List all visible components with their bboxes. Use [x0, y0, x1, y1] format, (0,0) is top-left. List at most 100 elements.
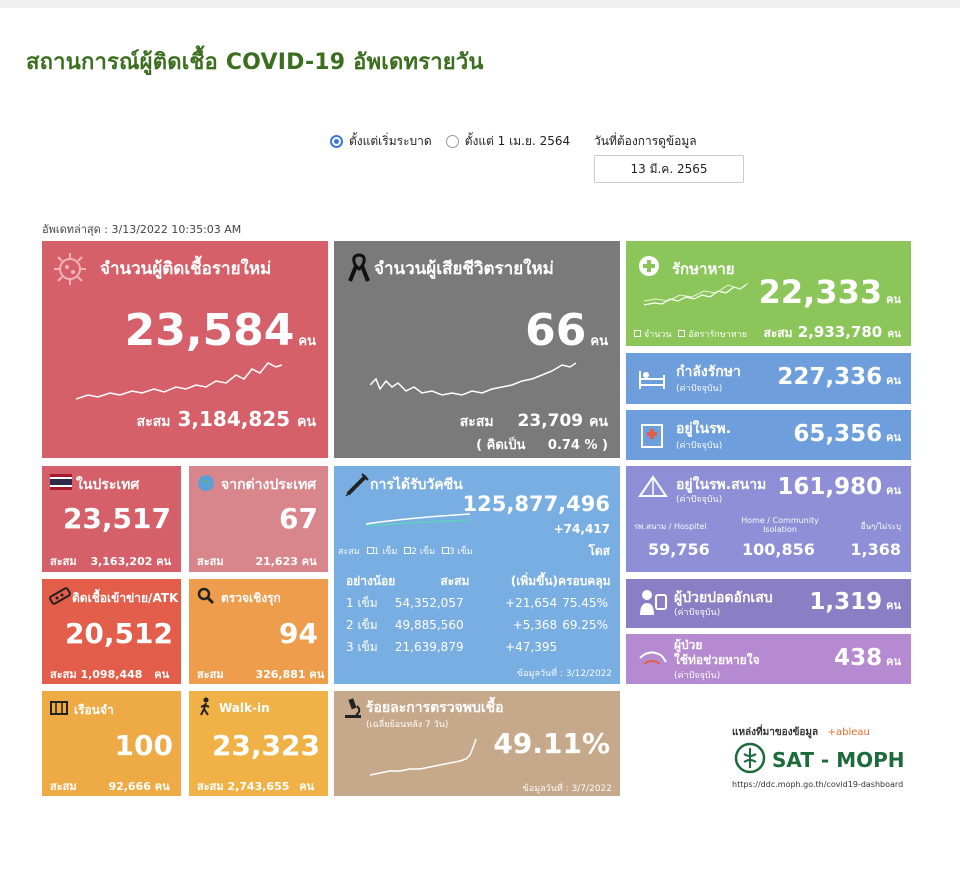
atk-tile: ติดเชื้อเข้าข่าย/ATK 20,512 สะสม 1,098,4…: [42, 579, 181, 684]
field-col-value: 1,368: [850, 540, 901, 559]
deaths-cum-value: 23,709: [517, 411, 584, 431]
legend-dose3: 3 เข็ม: [448, 547, 473, 557]
proactive-cum-label: สะสม: [197, 668, 224, 681]
vaccine-tile: การได้รับวัคซีน 125,877,496 +74,417 สะสม…: [334, 466, 620, 684]
vaccine-table: อย่างน้อย สะสม (เพิ่มขึ้น) ครอบคลุม 1 เข…: [346, 570, 611, 658]
table-row: 2 เข็ม 49,885,560 +5,368 69.25%: [346, 614, 608, 636]
vaccine-cum: 54,352,057: [394, 596, 464, 610]
field-hospital-value-wrap: 161,980 คน: [777, 474, 901, 500]
new-cases-cum-label: สะสม: [136, 414, 171, 430]
vaccine-label: การได้รับวัคซีน: [370, 477, 463, 493]
treating-value: 227,336: [777, 364, 883, 390]
ventilator-unit: คน: [886, 655, 901, 668]
legend-box-icon: [366, 547, 374, 554]
field-hospital-tile: อยู่ในรพ.สนาม (ค่าปัจจุบัน) 161,980 คน รพ…: [626, 466, 911, 572]
prison-cum-value: 92,666: [108, 780, 151, 793]
walkin-cum-unit: คน: [299, 780, 315, 793]
new-cases-cum-value: 3,184,825: [177, 407, 291, 431]
walkin-value: 23,323: [211, 729, 320, 762]
prison-tile: เรือนจำ 100 สะสม 92,666 คน: [42, 691, 181, 796]
period-filter: ตั้งแต่เริ่มระบาด ตั้งแต่ 1 เม.ย. 2564: [330, 132, 570, 151]
vaccine-total: 125,877,496: [462, 492, 610, 516]
deaths-rate-label: ( คิดเป็น: [476, 438, 526, 453]
vaccine-cum: 21,639,879: [394, 640, 464, 654]
new-cases-sparkline: [76, 362, 283, 400]
ventilator-tile: ผู้ป่วย ใช้ท่อช่วยหายใจ (ค่าปัจจุบัน) 43…: [626, 634, 911, 684]
atk-label: ติดเชื้อเข้าข่าย/ATK: [72, 591, 179, 605]
vaccine-inc: +5,368: [512, 618, 558, 632]
new-cases-cum-unit: คน: [297, 414, 316, 430]
walkin-cum: สะสม 2,743,655 คน: [197, 777, 314, 795]
proactive-value: 94: [279, 617, 318, 650]
vaccine-dose-unit: โดส: [588, 544, 610, 558]
walkin-label: Walk-in: [219, 701, 270, 715]
hospital-tile: อยู่ในรพ. (ค่าปัจจุบัน) 65,356 คน: [626, 410, 911, 460]
hospital-label: อยู่ในรพ.: [676, 421, 732, 437]
deaths-cum: สะสม 23,709 คน: [460, 411, 608, 433]
globe-plane-icon: [198, 475, 214, 491]
prison-label: เรือนจำ: [74, 703, 114, 717]
atk-value: 20,512: [64, 617, 173, 650]
treating-unit: คน: [886, 374, 901, 387]
vaccine-cover: 75.45%: [562, 596, 608, 610]
radio-since-apr-2564[interactable]: ตั้งแต่ 1 เม.ย. 2564: [445, 132, 571, 151]
legend-count: จำนวน: [643, 330, 672, 340]
positivity-sparkline: [370, 738, 477, 776]
recovered-cum-unit: คน: [887, 329, 901, 340]
new-cases-value: 23,584: [124, 305, 295, 356]
legend-box-icon: [404, 547, 412, 554]
recovered-unit: คน: [886, 293, 901, 306]
atk-cum: สะสม 1,098,448 คน: [50, 665, 169, 683]
thai-flag-icon: [50, 474, 72, 490]
table-row: 1 เข็ม 54,352,057 +21,654 75.45%: [346, 592, 608, 614]
vaccine-table-header: อย่างน้อย สะสม (เพิ่มขึ้น) ครอบคลุม: [346, 570, 611, 592]
recovered-cum-label: สะสม: [763, 326, 793, 340]
field-hospital-value: 161,980: [777, 474, 883, 500]
treating-sub: (ค่าปัจจุบัน): [676, 384, 723, 394]
foreign-cum-unit: คน: [301, 555, 317, 568]
pneumonia-value-wrap: 1,319 คน: [809, 589, 901, 615]
field-col-label: อื่นๆ/ไม่ระบุ: [860, 522, 901, 531]
legend-dose2: 2 เข็ม: [411, 547, 436, 557]
data-source: แหล่งที่มาของข้อมูล +ableau: [732, 725, 870, 740]
recovered-tile: รักษาหาย 22,333 คน จำนวน อัตรารักษาหาย สะ…: [626, 241, 911, 346]
recovered-value-wrap: 22,333 คน: [759, 273, 901, 311]
treating-tile: กำลังรักษา (ค่าปัจจุบัน) 227,336 คน: [626, 353, 911, 404]
proactive-label: ตรวจเชิงรุก: [221, 591, 281, 605]
vaccine-legend: สะสม 1 เข็ม 2 เข็ม 3 เข็ม: [338, 544, 473, 558]
proactive-cum: สะสม 326,881 คน: [197, 665, 324, 683]
domestic-label: ในประเทศ: [76, 477, 140, 493]
hospital-sub: (ค่าปัจจุบัน): [676, 441, 723, 451]
ventilator-value: 438: [834, 645, 883, 671]
hospital-bed-icon: [639, 371, 665, 389]
vaccine-inc: +21,654: [505, 596, 558, 610]
radio-unselected-icon: [445, 135, 459, 148]
field-col-label: Home / Community Isolation: [741, 516, 819, 534]
radio-label: ตั้งแต่ 1 เม.ย. 2564: [464, 134, 571, 148]
vaccine-header-cell: สะสม: [440, 573, 470, 588]
pneumonia-value: 1,319: [809, 589, 883, 615]
ribbon-icon: [348, 253, 370, 282]
date-picker: วันที่ต้องการดูข้อมูล 13 มี.ค. 2565: [594, 132, 744, 183]
ventilator-value-wrap: 438 คน: [834, 645, 901, 671]
new-cases-unit: คน: [298, 334, 316, 349]
ventilator-label1: ผู้ป่วย: [674, 638, 703, 652]
test-kit-icon: [49, 587, 71, 605]
field-hospital-sub: (ค่าปัจจุบัน): [676, 495, 723, 505]
last-updated: อัพเดทล่าสุด : 3/13/2022 10:35:03 AM: [42, 223, 242, 236]
recovered-sparkline: [644, 282, 749, 306]
new-cases-tile: จำนวนผู้ติดเชื้อรายใหม่ 23,584 คน สะสม 3,…: [42, 241, 328, 458]
pneumonia-label: ผู้ป่วยปอดอักเสบ: [674, 590, 773, 606]
positivity-tile: ร้อยละการตรวจพบเชื้อ (เฉลี่ยย้อนหลัง 7 ว…: [334, 691, 620, 796]
patient-icon: [640, 590, 667, 615]
deaths-cum-unit: คน: [589, 414, 608, 430]
radio-since-outbreak[interactable]: ตั้งแต่เริ่มระบาด: [330, 132, 432, 151]
date-input[interactable]: 13 มี.ค. 2565: [594, 155, 744, 183]
field-hospital-unit: คน: [886, 484, 901, 497]
source-url[interactable]: https://ddc.moph.go.th/covid19-dashboard: [732, 780, 904, 789]
deaths-tile: จำนวนผู้เสียชีวิตรายใหม่ 66 คน สะสม 23,70…: [334, 241, 620, 458]
vaccine-cum: 49,885,560: [394, 618, 464, 632]
syringe-icon: [345, 473, 369, 497]
deaths-label: จำนวนผู้เสียชีวิตรายใหม่: [374, 259, 554, 279]
hospital-value: 65,356: [793, 421, 883, 447]
